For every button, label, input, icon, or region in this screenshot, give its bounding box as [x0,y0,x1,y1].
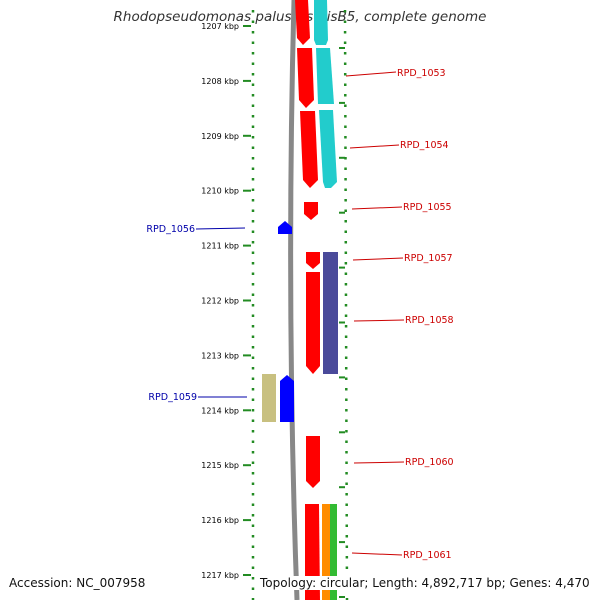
orange-feature [322,504,330,600]
gene-label-rpd-1061: RPD_1061 [403,550,452,561]
callout-line-rpd-1061 [351,552,403,556]
cds-rpd-1054 [300,111,318,188]
ruler-tick-label: 1211 kbp [201,242,239,251]
cds-rpd-1057 [306,252,320,269]
cds-rpd-1055 [304,202,318,220]
gene-label-rpd-1060: RPD_1060 [405,457,454,468]
ruler-ticks: 1207 kbp 1208 kbp 1209 kbp 1210 kbp 1211 kbp… [201,22,345,598]
ruler-tick-label: 1208 kbp [201,77,239,86]
ruler-tick-label: 1213 kbp [201,351,239,360]
callout-line-rpd-1057 [352,257,404,261]
ruler-tick-label: 1207 kbp [201,22,239,31]
callout-line-rpd-1053 [345,71,397,77]
ruler-tick-label: 1215 kbp [201,461,239,470]
gene-label-rpd-1057: RPD_1057 [404,253,453,264]
cds-rpd-1053 [297,48,314,108]
genome-summary-text: Topology: circular; Length: 4,892,717 bp… [260,576,590,590]
ruler-tick-label: 1209 kbp [201,132,239,141]
callout-line-rpd-1056 [195,227,246,230]
gene-label-rpd-1053: RPD_1053 [397,68,446,79]
callout-line-rpd-1055 [351,206,403,210]
gene-label-rpd-1058: RPD_1058 [405,315,454,326]
cyan-feature-3 [319,110,337,188]
cyan-feature-1 [314,0,328,45]
accession-text: Accession: NC_007958 [9,576,146,590]
callout-line-rpd-1060 [353,461,405,464]
cds-rpd-1060 [306,436,320,488]
gene-label-rpd-1059: RPD_1059 [148,392,197,403]
gene-callouts [195,71,405,556]
ruler-line-right [343,9,349,600]
khaki-feature [262,374,276,422]
gene-label-rpd-1055: RPD_1055 [403,202,452,213]
ruler-tick-label: 1217 kbp [201,571,239,580]
ruler-tick-label: 1212 kbp [201,297,239,306]
callout-line-rpd-1054 [349,144,400,149]
ruler-tick-label: 1216 kbp [201,516,239,525]
cds-rpd-1059 [280,375,294,422]
ruler-tick-label: 1210 kbp [201,187,239,196]
ruler-tick-label: 1214 kbp [201,406,239,415]
cds-rpd-1056 [278,221,292,234]
callout-line-rpd-1058 [353,319,405,322]
genome-backbone [288,0,300,600]
green-feature [330,504,337,600]
slate-feature [323,252,338,374]
gene-label-rpd-1056: RPD_1056 [146,224,195,235]
cds-rpd-1058 [306,272,320,374]
cds-upper [295,0,310,45]
gene-label-rpd-1054: RPD_1054 [400,140,449,151]
cyan-feature-2 [316,48,334,104]
